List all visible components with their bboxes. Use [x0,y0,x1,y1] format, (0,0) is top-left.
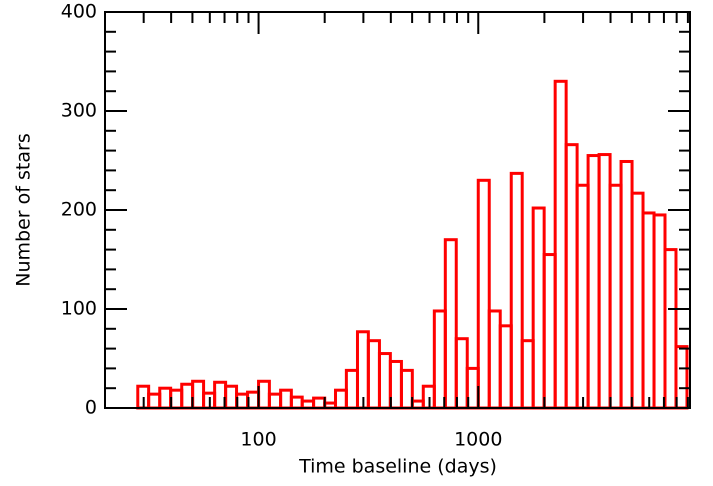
bar [388,359,403,410]
y-tick-label: 0 [85,397,97,419]
bar [619,159,634,410]
bar [410,399,425,410]
bar [531,206,546,410]
bar [575,183,590,410]
x-tick-label: 100 [240,429,276,451]
bar [158,386,173,410]
x-tick-label: 1000 [454,429,502,451]
bar [663,248,678,410]
bar [586,154,601,410]
y-tick-label: 100 [61,298,97,320]
bar [300,399,316,410]
bar [267,392,283,410]
bar [180,382,195,410]
bar [399,368,414,410]
y-axis-title: Number of stars [13,133,35,286]
bar [257,379,271,410]
y-tick-label: 400 [61,1,97,23]
bar [377,352,392,410]
bar [147,392,162,410]
bar [443,238,458,410]
bar [224,384,239,410]
bar [289,395,304,410]
bar [597,153,612,410]
bar [520,339,535,410]
bar [630,191,645,410]
x-axis-title: Time baseline (days) [298,456,497,478]
bar [652,213,667,410]
bar [334,388,348,410]
bar [564,143,579,410]
bar [553,79,568,410]
y-tick-label: 200 [61,199,97,221]
bar [608,183,623,410]
bar [641,211,656,410]
bar [476,178,491,410]
bar [542,253,557,410]
plot-frame [104,11,691,409]
bar [344,368,359,410]
bar [432,309,447,410]
bar [366,339,381,410]
bar [509,171,524,410]
bar [498,324,513,410]
bar [355,330,370,410]
bar [191,379,206,410]
bar [169,388,184,410]
bar [487,309,502,410]
y-tick-label: 300 [61,100,97,122]
bar [279,388,293,410]
bar [312,396,327,410]
